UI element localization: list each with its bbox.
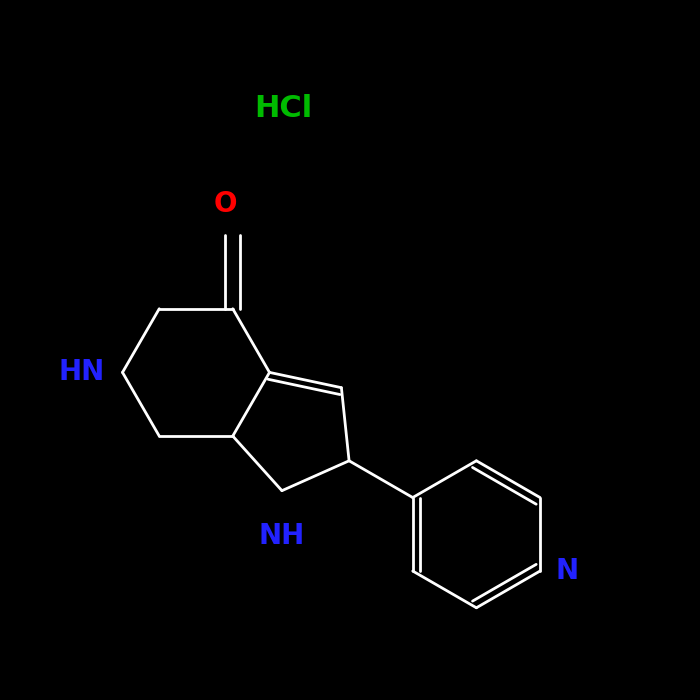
Text: N: N bbox=[555, 557, 579, 585]
Text: HN: HN bbox=[59, 358, 105, 386]
Text: NH: NH bbox=[259, 522, 305, 550]
Text: O: O bbox=[214, 190, 237, 218]
Text: HCl: HCl bbox=[254, 94, 313, 123]
